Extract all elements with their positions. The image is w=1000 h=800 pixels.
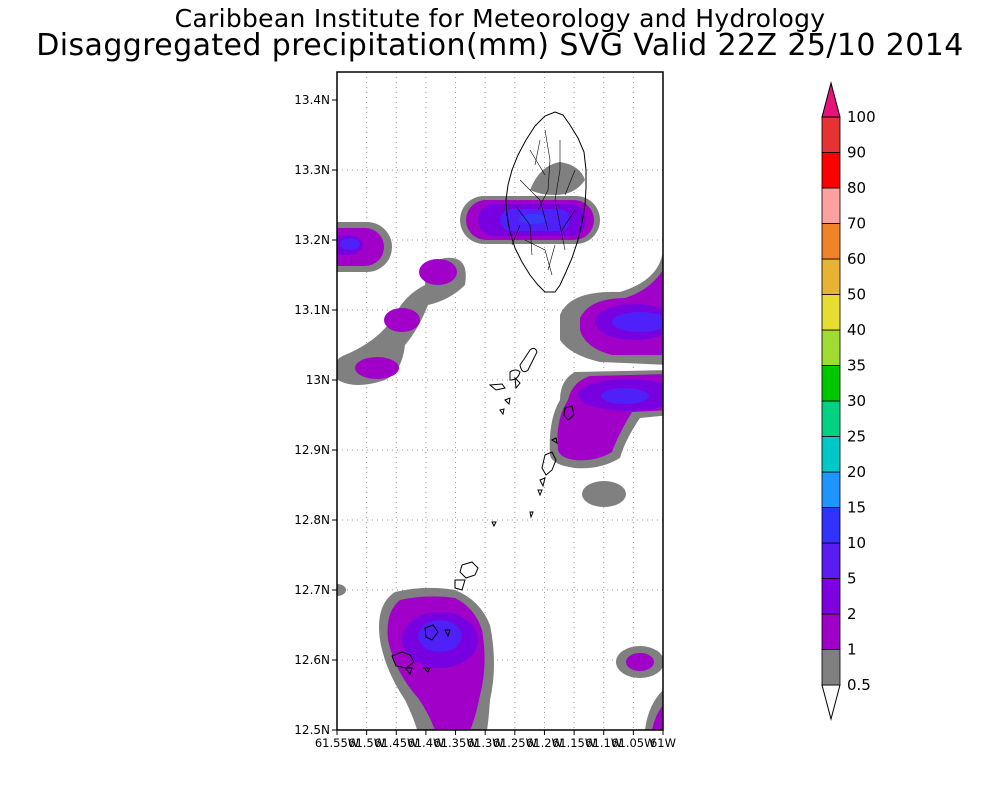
colorbar-label: 35 bbox=[847, 357, 866, 375]
precipitation-field bbox=[337, 162, 663, 730]
colorbar-swatch bbox=[821, 329, 841, 366]
colorbar-label: 15 bbox=[847, 499, 866, 517]
lat-tick-label: 12.5N bbox=[294, 723, 330, 737]
colorbar-label: 2 bbox=[847, 605, 857, 623]
colorbar-swatch bbox=[821, 365, 841, 402]
canouan-island bbox=[541, 451, 557, 476]
colorbar-over-arrow bbox=[821, 81, 841, 118]
lat-tick-label: 13.2N bbox=[294, 233, 330, 247]
carriacou-island bbox=[424, 624, 451, 641]
mustique-island bbox=[563, 405, 575, 421]
st-vincent-island bbox=[505, 111, 587, 293]
colorbar-swatch bbox=[821, 613, 841, 650]
map-subtitle: Disaggregated precipitation(mm) SVG Vali… bbox=[36, 28, 964, 63]
colorbar-label: 20 bbox=[847, 463, 866, 481]
colorbar-swatch bbox=[821, 223, 841, 260]
lon-tick-label: 61.35W bbox=[433, 736, 477, 750]
colorbar-label: 0.5 bbox=[847, 676, 871, 694]
colorbar-label: 40 bbox=[847, 321, 866, 339]
lon-tick-label: 61.55W bbox=[315, 736, 359, 750]
map-frame bbox=[336, 71, 664, 731]
lat-tick-label: 13.3N bbox=[294, 163, 330, 177]
colorbar-label: 1 bbox=[847, 641, 857, 659]
colorbar-label: 5 bbox=[847, 570, 857, 588]
colorbar-label: 10 bbox=[847, 534, 866, 552]
colorbar-label: 50 bbox=[847, 286, 866, 304]
colorbar-swatch bbox=[821, 258, 841, 295]
latitude-axis: 13.4N 13.3N 13.2N 13.1N 13N 12.9N 12.8N 12.7N 12… bbox=[294, 93, 337, 737]
colorbar-label: 30 bbox=[847, 392, 866, 410]
longitude-axis: 61.55W61.5W61.45W61.4W61.35W61.3W61.25W6… bbox=[315, 730, 676, 750]
colorbar-swatch bbox=[821, 471, 841, 508]
lon-tick-label: 61.25W bbox=[493, 736, 537, 750]
colorbar-under-arrow bbox=[821, 684, 841, 721]
lat-tick-label: 12.8N bbox=[294, 513, 330, 527]
colorbar-swatch bbox=[821, 649, 841, 686]
lon-tick-label: 61.1W bbox=[585, 736, 622, 750]
lon-tick-label: 61.05W bbox=[611, 736, 655, 750]
lon-tick-label: 61.45W bbox=[374, 736, 418, 750]
map-title: Caribbean Institute for Meteorology and … bbox=[174, 4, 826, 33]
lat-tick-label: 13.1N bbox=[294, 303, 330, 317]
colorbar-label: 100 bbox=[847, 108, 876, 126]
lat-tick-label: 12.9N bbox=[294, 443, 330, 457]
lat-tick-label: 13N bbox=[306, 373, 330, 387]
lon-tick-label: 61.15W bbox=[552, 736, 596, 750]
colorbar-swatch bbox=[821, 187, 841, 224]
lon-tick-label: 61.3W bbox=[467, 736, 504, 750]
colorbar-swatch bbox=[821, 152, 841, 189]
lon-tick-label: 61.5W bbox=[348, 736, 385, 750]
colorbar-swatch bbox=[821, 578, 841, 615]
union-island bbox=[454, 561, 479, 591]
precip-level-10 bbox=[519, 214, 547, 224]
colorbar-swatch bbox=[821, 400, 841, 437]
colorbar-label: 25 bbox=[847, 428, 866, 446]
island-outlines bbox=[391, 111, 587, 676]
lon-tick-label: 61.2W bbox=[526, 736, 563, 750]
colorbar-label: 70 bbox=[847, 215, 866, 233]
colorbar-label: 60 bbox=[847, 250, 866, 268]
colorbar-swatch bbox=[821, 507, 841, 544]
colorbar-swatch bbox=[821, 294, 841, 331]
colorbar-label: 80 bbox=[847, 179, 866, 197]
lat-tick-label: 12.7N bbox=[294, 583, 330, 597]
colorbar-swatch bbox=[821, 116, 841, 153]
colorbar-swatch bbox=[821, 542, 841, 579]
lon-tick-label: 61.4W bbox=[407, 736, 444, 750]
precip-level-5 bbox=[340, 209, 663, 652]
colorbar-swatch bbox=[821, 436, 841, 473]
lon-tick-label: 61W bbox=[650, 736, 676, 750]
colorbar-label: 90 bbox=[847, 144, 866, 162]
lat-tick-label: 13.4N bbox=[294, 93, 330, 107]
bequia-island bbox=[509, 347, 538, 381]
lat-tick-label: 12.6N bbox=[294, 653, 330, 667]
